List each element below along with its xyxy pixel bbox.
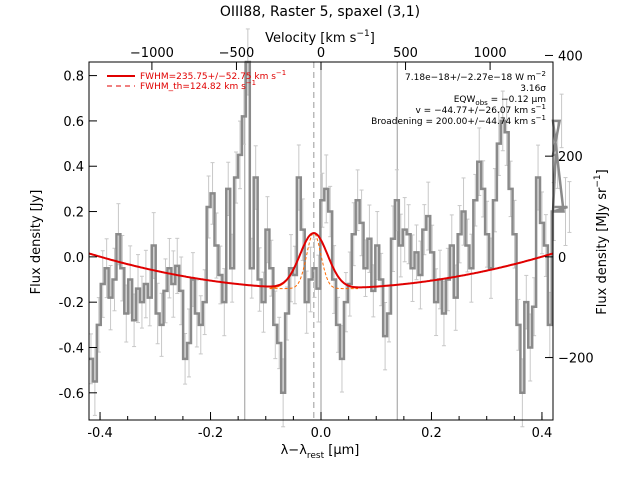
gaussian-component-line [269, 232, 359, 289]
y-tick-label: -0.4 [59, 341, 84, 356]
annotation-eqw: EQWobs = −0.12 μm [454, 95, 546, 107]
legend-entry-fwhm: FWHM=235.75+/−52.75 km s−1 [140, 69, 286, 82]
legend-entry-fwhm-th: FWHM_th=124.82 km s−1 [140, 79, 256, 92]
x-tick-label: -0.4 [87, 426, 112, 441]
right-tick-label: 400 [558, 49, 583, 64]
right-axis-label: Flux density [MJy sr−1] [593, 169, 610, 314]
top-tick-label: 0 [317, 46, 325, 61]
right-tick-label: 0 [558, 251, 566, 266]
top-axis-label: Velocity [km s−1] [265, 29, 375, 46]
y-tick-label: 0.0 [63, 251, 84, 266]
fit-annotations: 7.18e−18+/−2.27e−18 W m−2 3.16σ EQWobs =… [371, 70, 546, 127]
top-tick-label: 1000 [474, 46, 507, 61]
y-tick-label: -0.6 [59, 387, 84, 402]
annotation-velocity: v = −44.77+/−26.07 km s−1 [416, 103, 547, 116]
y-axis-label: Flux density [Jy] [29, 190, 44, 295]
thermal-gaussian-line [269, 232, 358, 290]
y-tick-label: 0.6 [63, 115, 84, 130]
legend: FWHM=235.75+/−52.75 km s−1 FWHM_th=124.8… [107, 69, 286, 92]
right-tick-label: 200 [558, 150, 583, 165]
annotation-broadening: Broadening = 200.00+/−44.74 km s−1 [371, 114, 546, 127]
y-tick-label: 0.2 [63, 206, 84, 221]
flux-spectrum-steps [89, 60, 568, 395]
x-tick-label: -0.2 [198, 426, 223, 441]
right-tick-label: −200 [558, 352, 594, 367]
x-axis-label: λ−λrest [μm] [281, 443, 360, 461]
x-tick-label: 0.2 [421, 426, 442, 441]
x-tick-label: 0.0 [311, 426, 332, 441]
top-tick-label: −500 [219, 46, 255, 61]
top-tick-label: −1000 [130, 46, 174, 61]
y-tick-label: 0.8 [63, 70, 84, 85]
chart-title: OIII88, Raster 5, spaxel (3,1) [220, 4, 420, 20]
annotation-sigma: 3.16σ [520, 84, 546, 94]
y-tick-label: -0.2 [59, 296, 84, 311]
top-tick-label: 500 [393, 46, 418, 61]
y-tick-label: 0.4 [63, 160, 84, 175]
model-fit-line [88, 231, 554, 289]
annotation-flux: 7.18e−18+/−2.27e−18 W m−2 [405, 70, 546, 83]
x-tick-label: 0.4 [532, 426, 553, 441]
